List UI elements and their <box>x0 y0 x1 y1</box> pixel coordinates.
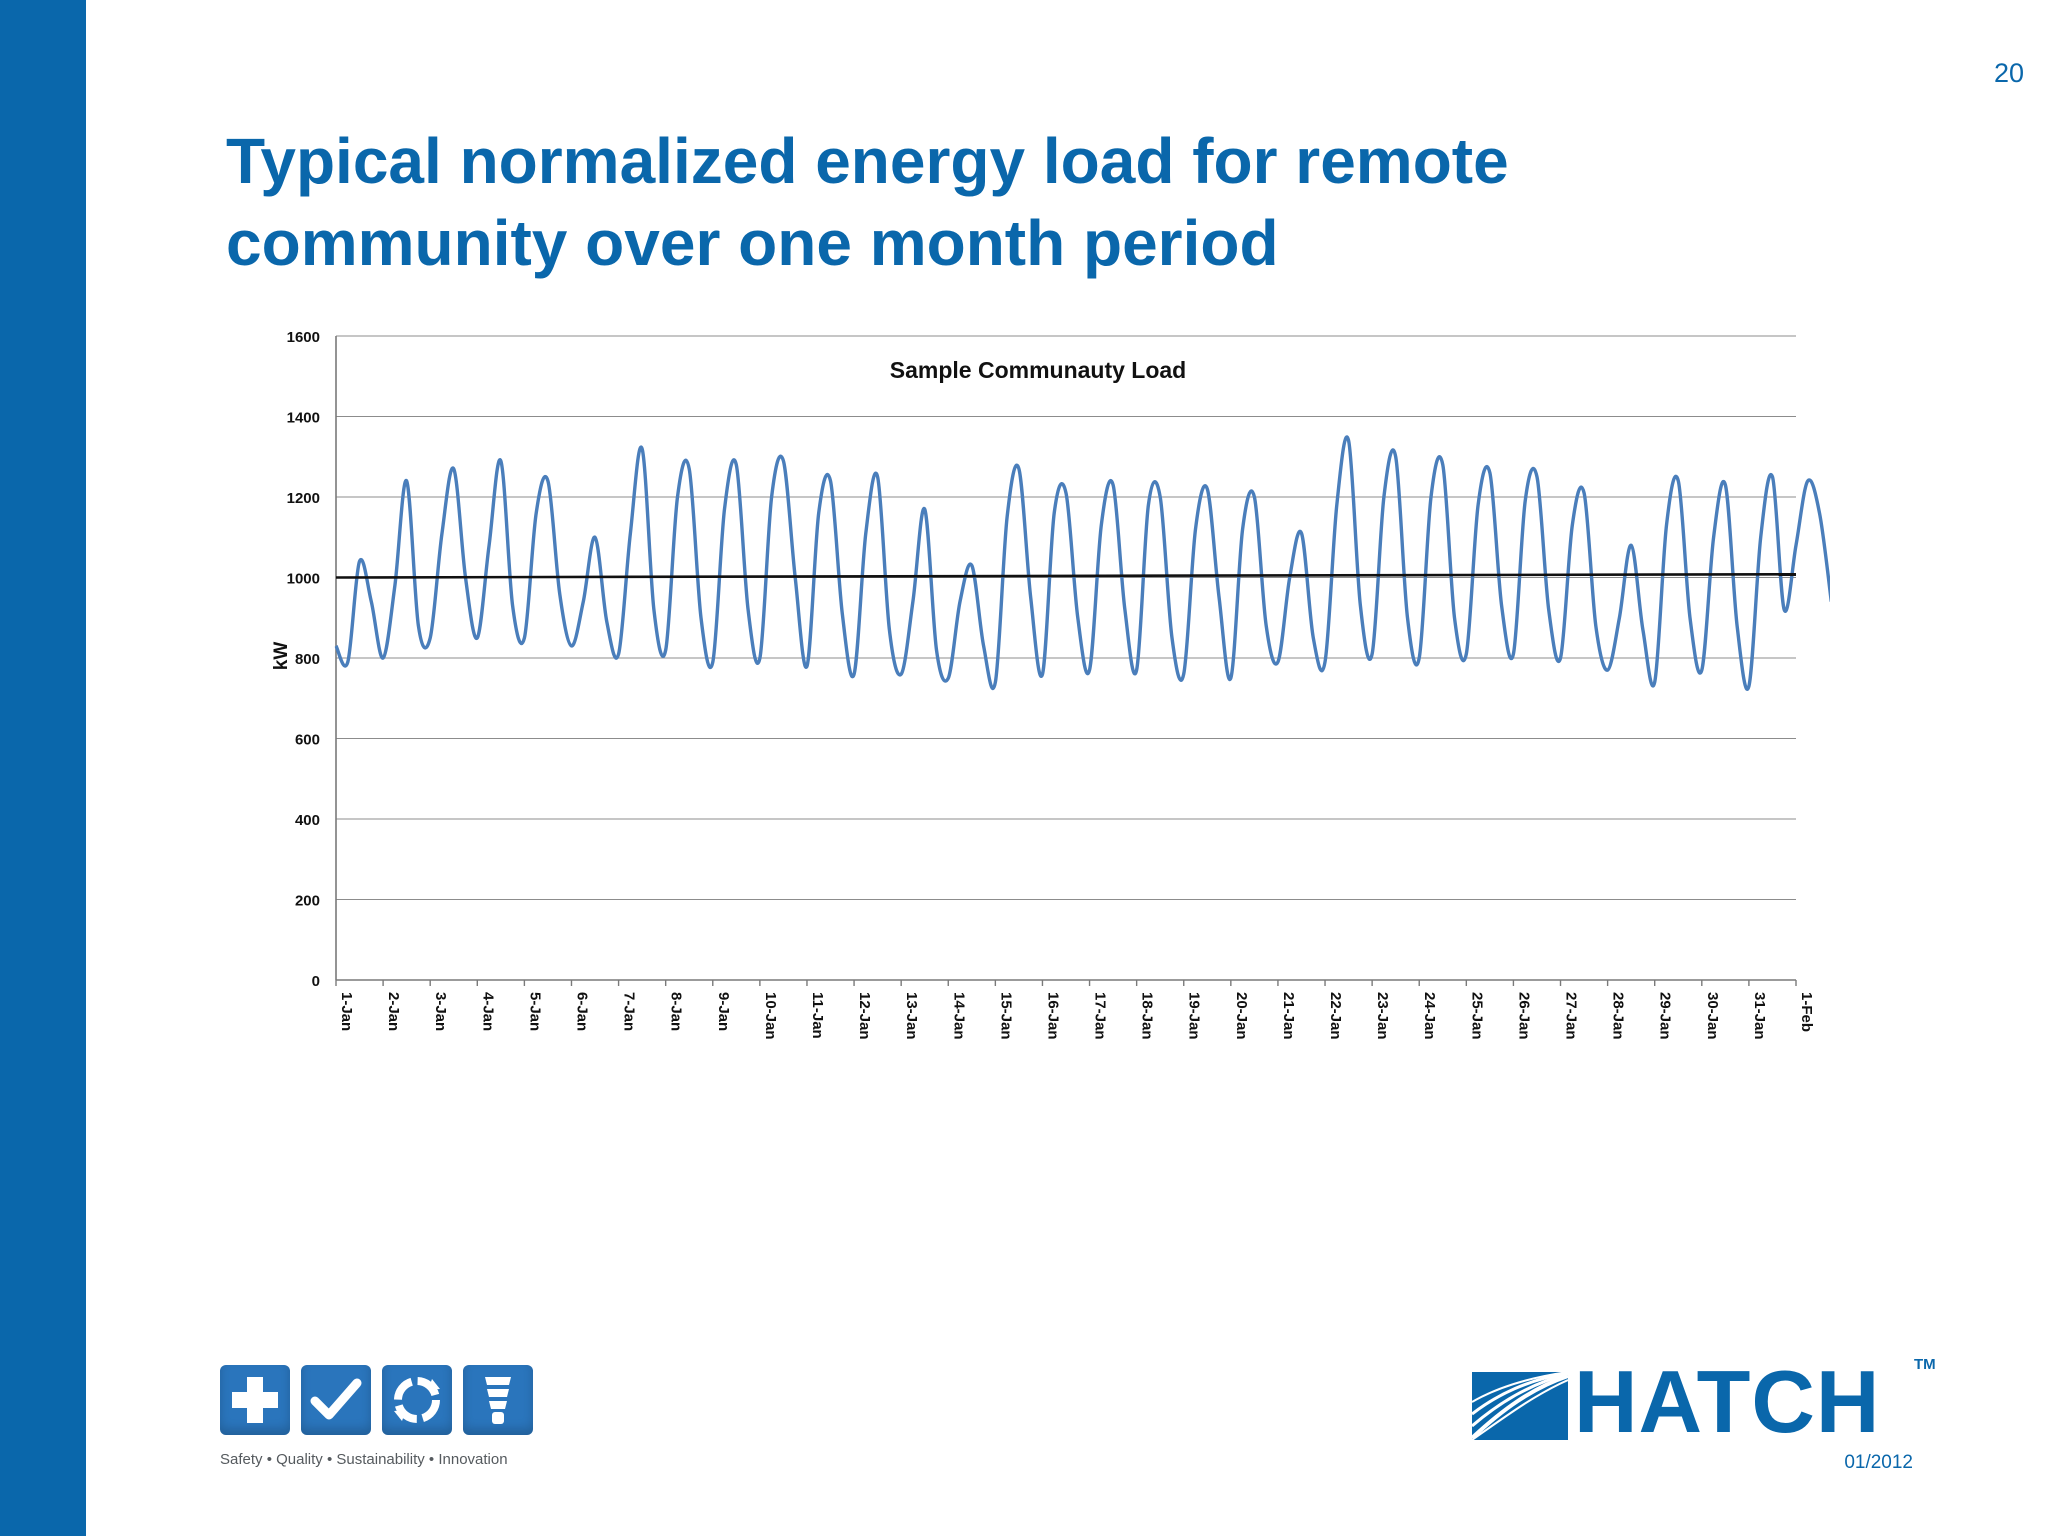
check-icon <box>301 1365 371 1435</box>
x-tick-1-Feb: 1-Feb <box>1798 992 1815 1032</box>
x-tick-5-Jan: 5-Jan <box>526 992 543 1031</box>
x-tick-3-Jan: 3-Jan <box>432 992 449 1031</box>
x-tick-20-Jan: 20-Jan <box>1233 992 1250 1040</box>
hatch-logo: HATCH TM <box>1470 1352 1940 1451</box>
x-tick-24-Jan: 24-Jan <box>1421 992 1438 1040</box>
load-series-line <box>334 435 1830 691</box>
x-tick-23-Jan: 23-Jan <box>1374 992 1391 1040</box>
side-accent-bar <box>0 0 86 1536</box>
x-tick-labels: 1-Jan 2-Jan 3-Jan 4-Jan 5-Jan 6-Jan 7-Jan 8-Jan… <box>338 992 1815 1040</box>
x-tick-16-Jan: 16-Jan <box>1044 992 1061 1040</box>
y-tick-1600: 1600 <box>287 329 320 346</box>
x-tick-26-Jan: 26-Jan <box>1515 992 1532 1040</box>
x-tick-25-Jan: 25-Jan <box>1468 992 1485 1040</box>
y-tick-400: 400 <box>295 812 320 829</box>
values-caption: Safety • Quality • Sustainability • Inno… <box>220 1451 508 1468</box>
lightbulb-icon <box>463 1365 533 1435</box>
y-axis-label: kW <box>271 642 292 671</box>
hatch-wordmark: HATCH <box>1574 1352 1881 1451</box>
page-number: 20 <box>1993 58 2024 88</box>
x-tick-21-Jan: 21-Jan <box>1280 992 1297 1040</box>
x-tick-30-Jan: 30-Jan <box>1704 992 1721 1040</box>
value-icons <box>220 1365 560 1435</box>
y-tick-800: 800 <box>295 651 320 668</box>
x-tick-4-Jan: 4-Jan <box>479 992 496 1031</box>
x-tick-6-Jan: 6-Jan <box>573 992 590 1031</box>
x-tick-9-Jan: 9-Jan <box>715 992 732 1031</box>
x-tick-14-Jan: 14-Jan <box>950 992 967 1040</box>
hatch-logo-mark <box>1470 1371 1569 1441</box>
y-tick-200: 200 <box>295 893 320 910</box>
y-tick-1000: 1000 <box>287 571 320 588</box>
x-tick-22-Jan: 22-Jan <box>1327 992 1344 1040</box>
x-tick-29-Jan: 29-Jan <box>1657 992 1674 1040</box>
x-tick-8-Jan: 8-Jan <box>668 992 685 1031</box>
y-tick-labels: 0 200 400 600 800 1000 1200 1400 1600 <box>287 329 320 990</box>
y-tick-0: 0 <box>312 973 320 990</box>
trademark-symbol: TM <box>1914 1356 1936 1373</box>
x-tick-31-Jan: 31-Jan <box>1751 992 1768 1040</box>
recycle-icon <box>382 1365 452 1435</box>
x-tick-11-Jan: 11-Jan <box>809 992 826 1039</box>
load-chart: 0 200 400 600 800 1000 1200 1400 1600 1-Jan 2-Jan… <box>271 329 1830 1040</box>
x-tick-15-Jan: 15-Jan <box>997 992 1014 1040</box>
values-bar: Safety • Quality • Sustainability • Inno… <box>220 1365 560 1468</box>
x-tick-12-Jan: 12-Jan <box>856 992 873 1040</box>
chart-gridlines <box>335 335 1797 986</box>
x-tick-13-Jan: 13-Jan <box>903 992 920 1040</box>
slide-title: Typical normalized energy load for remot… <box>226 125 1509 279</box>
y-tick-600: 600 <box>295 732 320 749</box>
x-tick-18-Jan: 18-Jan <box>1139 992 1156 1040</box>
x-tick-27-Jan: 27-Jan <box>1563 992 1580 1040</box>
x-tick-10-Jan: 10-Jan <box>762 992 779 1040</box>
x-tick-28-Jan: 28-Jan <box>1610 992 1627 1040</box>
x-tick-19-Jan: 19-Jan <box>1186 992 1203 1040</box>
date-code: 01/2012 <box>1844 1452 1913 1473</box>
x-tick-2-Jan: 2-Jan <box>385 992 402 1031</box>
x-tick-7-Jan: 7-Jan <box>621 992 638 1031</box>
x-tick-1-Jan: 1-Jan <box>338 992 355 1031</box>
y-tick-1200: 1200 <box>287 490 320 507</box>
average-trend-line <box>335 572 1797 579</box>
x-tick-17-Jan: 17-Jan <box>1092 992 1109 1040</box>
chart-title: Sample Communauty Load <box>890 357 1186 383</box>
plus-icon <box>220 1365 290 1435</box>
chart-series <box>334 435 1830 691</box>
y-tick-1400: 1400 <box>287 410 320 427</box>
